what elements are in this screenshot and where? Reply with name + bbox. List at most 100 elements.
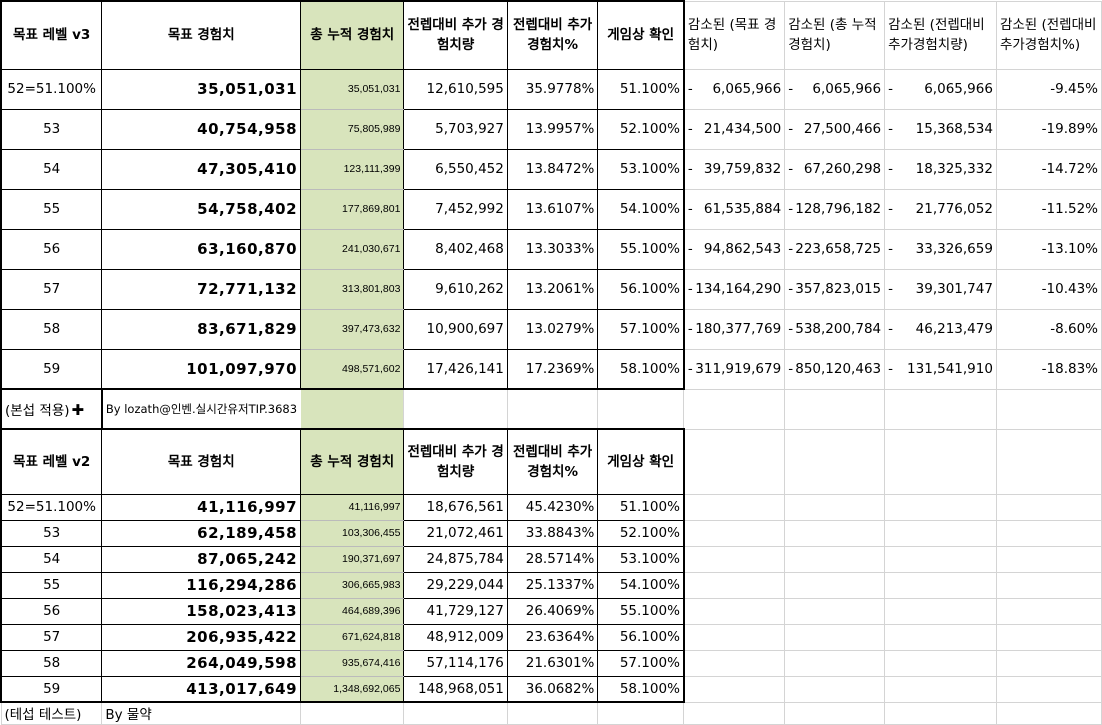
added-exp-pct-cell[interactable]: 13.2061%	[506, 268, 599, 310]
added-exp-pct-cell[interactable]: 28.5714%	[506, 545, 599, 573]
added-exp-pct-cell[interactable]: 13.9957%	[506, 108, 599, 150]
column-header[interactable]: 전렙대비 추가경험치%	[506, 428, 599, 495]
empty-cell[interactable]	[884, 649, 997, 677]
level-cell[interactable]: 52=51.100%	[0, 493, 103, 521]
empty-cell[interactable]	[683, 701, 786, 725]
ingame-check-cell[interactable]: 51.100%	[597, 68, 685, 110]
reduced-value-cell[interactable]: -27,500,466	[784, 108, 886, 150]
target-exp-cell[interactable]: 206,935,422	[101, 623, 302, 651]
ingame-check-cell[interactable]: 58.100%	[597, 675, 685, 703]
level-cell[interactable]: 57	[0, 623, 103, 651]
empty-cell[interactable]	[683, 388, 786, 430]
empty-cell[interactable]	[884, 571, 997, 599]
empty-cell[interactable]	[506, 388, 599, 430]
reduced-value-cell[interactable]: - 18,325,332	[884, 148, 997, 190]
added-exp-cell[interactable]: 24,875,784	[403, 545, 508, 573]
reduced-value-cell[interactable]: -131,541,910	[884, 348, 997, 390]
column-header[interactable]: 목표 레벨 v2	[0, 428, 103, 495]
target-exp-cell[interactable]: 40,754,958	[101, 108, 302, 150]
level-cell[interactable]: 59	[0, 348, 103, 390]
added-exp-cell[interactable]: 148,968,051	[403, 675, 508, 703]
empty-cell[interactable]	[884, 428, 997, 495]
reduced-value-cell[interactable]: -134,164,290	[683, 268, 786, 310]
empty-cell[interactable]	[995, 623, 1102, 651]
cumulative-exp-cell[interactable]: 397,473,632	[300, 308, 405, 350]
cumulative-exp-cell[interactable]: 123,111,399	[300, 148, 405, 190]
cumulative-exp-cell[interactable]: 498,571,602	[300, 348, 405, 390]
empty-cell[interactable]	[995, 571, 1102, 599]
added-exp-pct-cell[interactable]: 36.0682%	[506, 675, 599, 703]
note-label-cell[interactable]: (테섭 테스트)	[0, 701, 103, 725]
added-exp-cell[interactable]: 17,426,141	[403, 348, 508, 390]
note-label-cell[interactable]: (본섭 적용) ✚	[0, 388, 103, 430]
empty-cell[interactable]	[683, 545, 786, 573]
reduced-pct-cell[interactable]: -8.60%	[995, 308, 1102, 350]
reduced-pct-cell[interactable]: -14.72%	[995, 148, 1102, 190]
level-cell[interactable]: 59	[0, 675, 103, 703]
empty-cell[interactable]	[995, 597, 1102, 625]
empty-cell[interactable]	[683, 428, 786, 495]
empty-cell[interactable]	[995, 701, 1102, 725]
target-exp-cell[interactable]: 72,771,132	[101, 268, 302, 310]
column-header[interactable]: 총 누적 경험치	[300, 428, 405, 495]
reduced-value-cell[interactable]: -180,377,769	[683, 308, 786, 350]
empty-cell[interactable]	[884, 701, 997, 725]
column-header[interactable]: 목표 경험치	[101, 428, 302, 495]
cumulative-exp-cell[interactable]: 35,051,031	[300, 68, 405, 110]
added-exp-cell[interactable]: 18,676,561	[403, 493, 508, 521]
empty-cell[interactable]	[784, 597, 886, 625]
reduced-pct-cell[interactable]: -11.52%	[995, 188, 1102, 230]
ingame-check-cell[interactable]: 57.100%	[597, 308, 685, 350]
reduced-column-header[interactable]: 감소된 (전렙대비 추가경험치%)	[995, 0, 1102, 70]
cumulative-exp-cell[interactable]: 75,805,989	[300, 108, 405, 150]
level-cell[interactable]: 52=51.100%	[0, 68, 103, 110]
reduced-value-cell[interactable]: - 39,301,747	[884, 268, 997, 310]
added-exp-pct-cell[interactable]: 23.6364%	[506, 623, 599, 651]
column-header[interactable]: 전렙대비 추가 경험치량	[403, 0, 508, 70]
reduced-column-header[interactable]: 감소된 (총 누적 경험치)	[784, 0, 886, 70]
reduced-pct-cell[interactable]: -9.45%	[995, 68, 1102, 110]
level-cell[interactable]: 56	[0, 597, 103, 625]
level-cell[interactable]: 54	[0, 148, 103, 190]
level-cell[interactable]: 58	[0, 308, 103, 350]
empty-cell[interactable]	[884, 597, 997, 625]
target-exp-cell[interactable]: 158,023,413	[101, 597, 302, 625]
reduced-pct-cell[interactable]: -13.10%	[995, 228, 1102, 270]
added-exp-pct-cell[interactable]: 13.3033%	[506, 228, 599, 270]
ingame-check-cell[interactable]: 51.100%	[597, 493, 685, 521]
empty-cell[interactable]	[683, 675, 786, 703]
empty-cell[interactable]	[784, 388, 886, 430]
added-exp-pct-cell[interactable]: 13.6107%	[506, 188, 599, 230]
ingame-check-cell[interactable]: 52.100%	[597, 519, 685, 547]
column-header[interactable]: 목표 레벨 v3	[0, 0, 103, 70]
empty-cell[interactable]	[683, 597, 786, 625]
reduced-value-cell[interactable]: -850,120,463	[784, 348, 886, 390]
level-cell[interactable]: 55	[0, 571, 103, 599]
reduced-column-header[interactable]: 감소된 (목표 경험치)	[683, 0, 786, 70]
cumulative-exp-cell[interactable]: 313,801,803	[300, 268, 405, 310]
added-exp-cell[interactable]: 57,114,176	[403, 649, 508, 677]
empty-cell[interactable]	[884, 493, 997, 521]
target-exp-cell[interactable]: 63,160,870	[101, 228, 302, 270]
ingame-check-cell[interactable]: 53.100%	[597, 545, 685, 573]
empty-cell[interactable]	[884, 388, 997, 430]
added-exp-cell[interactable]: 48,912,009	[403, 623, 508, 651]
empty-cell[interactable]	[784, 493, 886, 521]
reduced-column-header[interactable]: 감소된 (전렙대비 추가경험치량)	[884, 0, 997, 70]
empty-cell[interactable]	[995, 545, 1102, 573]
empty-cell[interactable]	[784, 571, 886, 599]
reduced-pct-cell[interactable]: -10.43%	[995, 268, 1102, 310]
reduced-value-cell[interactable]: -357,823,015	[784, 268, 886, 310]
cumulative-exp-cell[interactable]: 306,665,983	[300, 571, 405, 599]
added-exp-pct-cell[interactable]: 35.9778%	[506, 68, 599, 110]
reduced-value-cell[interactable]: - 6,065,966	[884, 68, 997, 110]
reduced-value-cell[interactable]: -94,862,543	[683, 228, 786, 270]
level-cell[interactable]: 55	[0, 188, 103, 230]
empty-cell[interactable]	[683, 493, 786, 521]
empty-cell[interactable]	[784, 701, 886, 725]
reduced-value-cell[interactable]: -538,200,784	[784, 308, 886, 350]
cumulative-exp-cell[interactable]: 103,306,455	[300, 519, 405, 547]
ingame-check-cell[interactable]: 54.100%	[597, 188, 685, 230]
reduced-value-cell[interactable]: - 6,065,966	[683, 68, 786, 110]
added-exp-cell[interactable]: 6,550,452	[403, 148, 508, 190]
